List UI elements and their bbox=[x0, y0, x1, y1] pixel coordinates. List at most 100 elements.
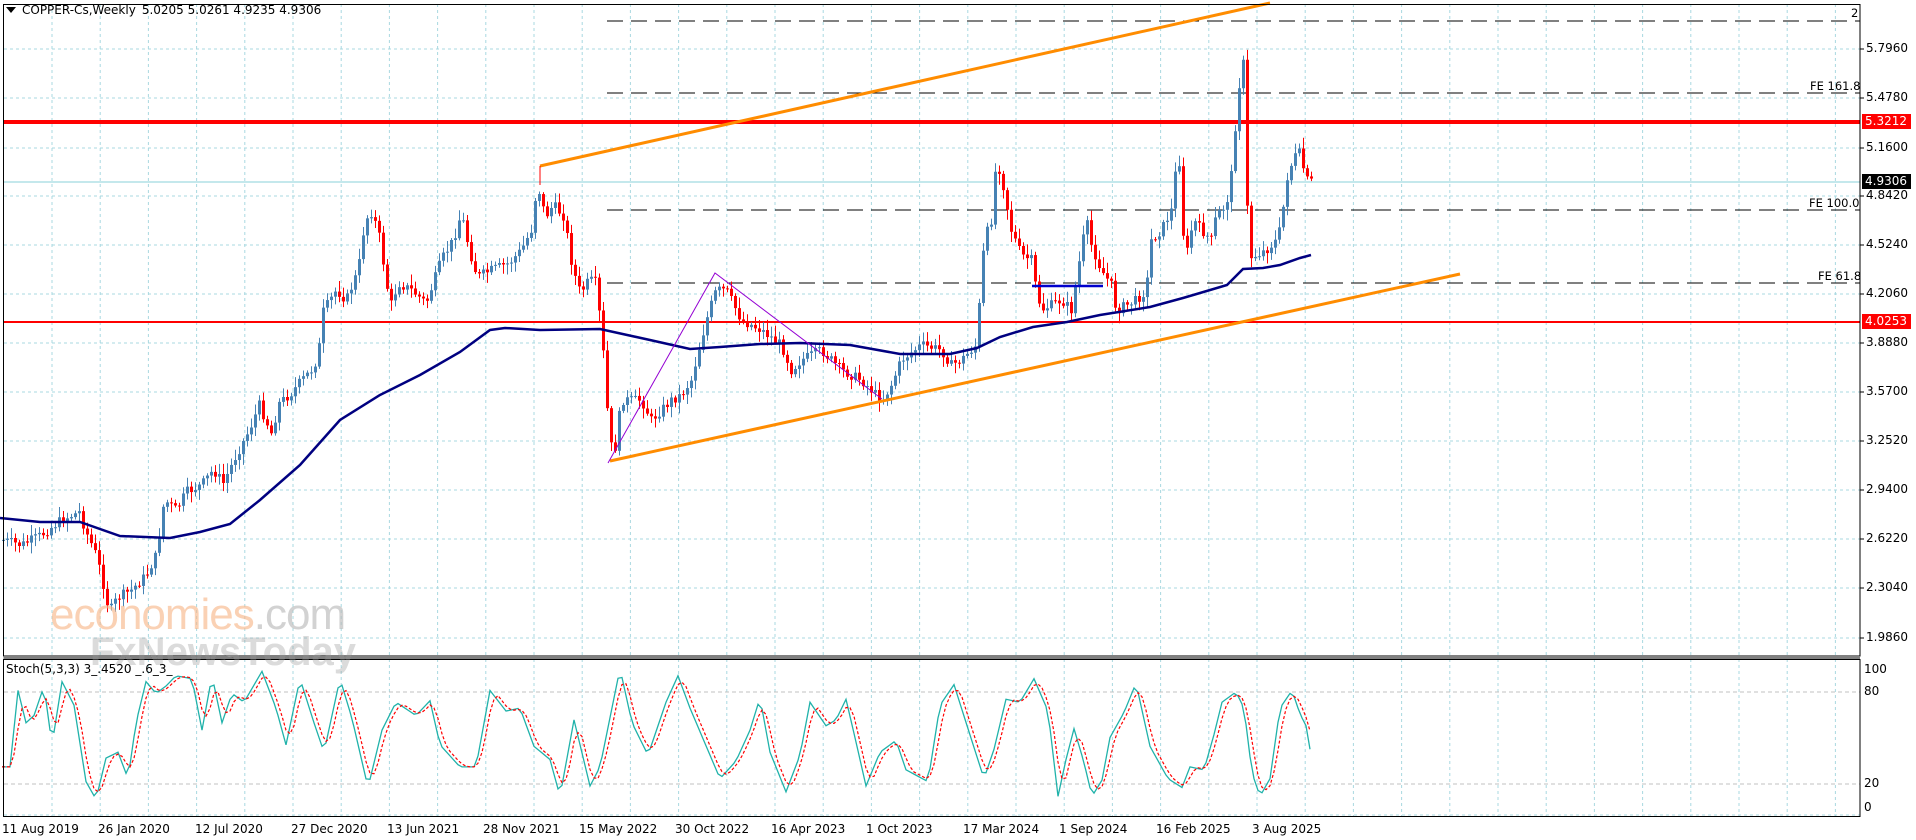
lower-channel-line bbox=[609, 272, 1461, 463]
candle-body bbox=[446, 251, 449, 253]
candle-body bbox=[890, 385, 893, 395]
candle-body bbox=[1010, 209, 1013, 232]
upper-channel-line bbox=[539, 1, 1271, 168]
candle-body bbox=[398, 287, 401, 295]
candle-body bbox=[430, 290, 433, 301]
candle-body bbox=[1130, 304, 1133, 306]
watermark-fxnewstoday: FxNewsToday bbox=[90, 630, 356, 674]
candle-body bbox=[1190, 230, 1193, 248]
candle-body bbox=[762, 330, 765, 332]
support-price-tag: 4.0253 bbox=[1862, 314, 1911, 329]
candle-body bbox=[642, 400, 645, 409]
candle-body bbox=[190, 486, 193, 493]
candle-body bbox=[574, 264, 577, 276]
candle-body bbox=[1154, 239, 1157, 241]
candle-body bbox=[554, 202, 557, 208]
candle-body bbox=[334, 291, 337, 297]
candle-body bbox=[294, 387, 297, 397]
candle-body bbox=[526, 237, 529, 246]
candle-body bbox=[722, 286, 725, 289]
candle-body bbox=[806, 352, 809, 359]
date-label: 30 Oct 2022 bbox=[675, 822, 750, 836]
candle-body bbox=[1118, 307, 1121, 314]
candle-body bbox=[34, 534, 37, 536]
candle-body bbox=[130, 589, 133, 592]
candle-body bbox=[234, 460, 237, 465]
candle-body bbox=[330, 296, 333, 301]
candle-body bbox=[310, 372, 313, 374]
candle-body bbox=[286, 396, 289, 401]
candle-body bbox=[950, 360, 953, 364]
candle-body bbox=[678, 394, 681, 403]
price-tick-label: 2.9400 bbox=[1866, 482, 1908, 496]
candle-body bbox=[502, 263, 505, 265]
candle-body bbox=[706, 317, 709, 336]
candle-body bbox=[1166, 220, 1169, 223]
stoch-level-label: 80 bbox=[1864, 684, 1880, 698]
collapse-triangle-icon[interactable] bbox=[6, 7, 16, 13]
candle-body bbox=[858, 372, 861, 380]
candle-body bbox=[1266, 250, 1269, 254]
candle-body bbox=[114, 598, 117, 604]
candle-body bbox=[1222, 209, 1225, 211]
candle-body bbox=[422, 296, 425, 299]
candle-body bbox=[1178, 166, 1181, 172]
date-label: 16 Apr 2023 bbox=[771, 822, 846, 836]
date-label: 1 Oct 2023 bbox=[866, 822, 933, 836]
candle-body bbox=[538, 194, 541, 201]
candle-body bbox=[134, 585, 137, 590]
candle-body bbox=[1298, 148, 1301, 154]
candle-body bbox=[158, 537, 161, 553]
date-label: 16 Feb 2025 bbox=[1156, 822, 1231, 836]
candle-body bbox=[514, 256, 517, 263]
candle-body bbox=[930, 345, 933, 349]
price-tick-label: 5.4780 bbox=[1866, 90, 1908, 104]
chart-frame bbox=[3, 4, 1864, 817]
candle-body bbox=[314, 366, 317, 373]
candle-body bbox=[590, 276, 593, 279]
candle-body bbox=[530, 232, 533, 238]
watermark-economies: economies.com bbox=[50, 590, 346, 639]
candle-body bbox=[586, 278, 589, 290]
candle-body bbox=[1274, 239, 1277, 248]
stoch-level-label: 0 bbox=[1864, 800, 1872, 814]
candle-body bbox=[202, 478, 205, 485]
candle-body bbox=[746, 321, 749, 328]
candle-body bbox=[582, 286, 585, 290]
candle-body bbox=[102, 564, 105, 589]
chart-grid bbox=[4, 4, 1860, 816]
candle-body bbox=[26, 541, 29, 543]
candle-body bbox=[414, 288, 417, 295]
date-label: 28 Nov 2021 bbox=[483, 822, 560, 836]
candle-body bbox=[842, 363, 845, 370]
candle-body bbox=[242, 440, 245, 455]
candle-body bbox=[782, 339, 785, 355]
candle-body bbox=[954, 360, 957, 363]
candle-body bbox=[450, 240, 453, 252]
candle-body bbox=[438, 260, 441, 273]
date-label: 17 Mar 2024 bbox=[963, 822, 1040, 836]
candle-body bbox=[42, 532, 45, 536]
price-tick-label: 4.5240 bbox=[1866, 237, 1908, 251]
candle-body bbox=[1262, 250, 1265, 257]
candle-body bbox=[802, 358, 805, 366]
candle-body bbox=[626, 397, 629, 405]
candle-body bbox=[978, 302, 981, 347]
candle-body bbox=[918, 344, 921, 351]
date-label: 15 May 2022 bbox=[579, 822, 658, 836]
candle-body bbox=[386, 264, 389, 289]
candle-body bbox=[694, 366, 697, 381]
candle-body bbox=[1114, 280, 1117, 308]
candle-body bbox=[718, 286, 721, 291]
candle-body bbox=[338, 291, 341, 297]
price-tick-label: 3.2520 bbox=[1866, 433, 1908, 447]
candle-body bbox=[766, 330, 769, 338]
candle-body bbox=[634, 395, 637, 397]
candle-body bbox=[1250, 205, 1253, 259]
candle-body bbox=[1302, 148, 1305, 169]
candle-body bbox=[902, 360, 905, 362]
candle-body bbox=[478, 272, 481, 274]
candle-body bbox=[214, 471, 217, 477]
candle-body bbox=[74, 513, 77, 518]
